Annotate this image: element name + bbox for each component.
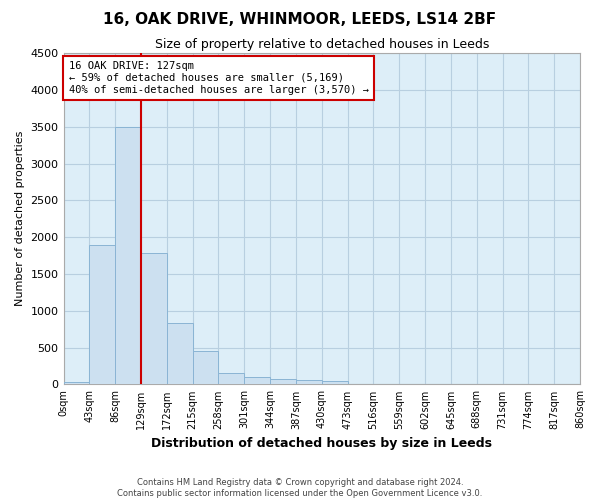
Bar xyxy=(322,382,347,384)
Text: 16 OAK DRIVE: 127sqm
← 59% of detached houses are smaller (5,169)
40% of semi-de: 16 OAK DRIVE: 127sqm ← 59% of detached h… xyxy=(69,62,369,94)
X-axis label: Distribution of detached houses by size in Leeds: Distribution of detached houses by size … xyxy=(151,437,492,450)
Bar xyxy=(89,244,115,384)
Y-axis label: Number of detached properties: Number of detached properties xyxy=(15,131,25,306)
Bar xyxy=(244,377,270,384)
Title: Size of property relative to detached houses in Leeds: Size of property relative to detached ho… xyxy=(155,38,489,51)
Text: Contains HM Land Registry data © Crown copyright and database right 2024.
Contai: Contains HM Land Registry data © Crown c… xyxy=(118,478,482,498)
Bar xyxy=(64,382,89,384)
Text: 16, OAK DRIVE, WHINMOOR, LEEDS, LS14 2BF: 16, OAK DRIVE, WHINMOOR, LEEDS, LS14 2BF xyxy=(103,12,497,28)
Bar xyxy=(115,126,141,384)
Bar xyxy=(218,372,244,384)
Bar xyxy=(296,380,322,384)
Bar xyxy=(270,380,296,384)
Bar xyxy=(193,352,218,384)
Bar xyxy=(141,254,167,384)
Bar xyxy=(167,324,193,384)
